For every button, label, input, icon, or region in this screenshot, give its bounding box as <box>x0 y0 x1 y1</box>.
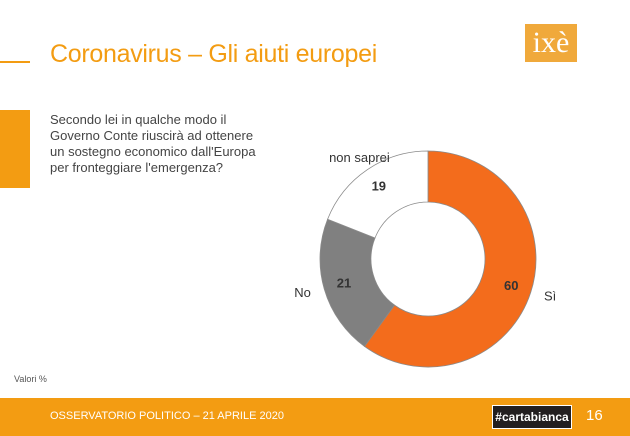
footer-bar: OSSERVATORIO POLITICO – 21 APRILE 2020 #… <box>0 398 630 436</box>
slice-si <box>363 150 537 368</box>
value-label-no: 21 <box>337 275 351 290</box>
category-label-si: Sì <box>544 289 556 304</box>
category-label-no: No <box>294 285 311 300</box>
value-label-non-saprei: 19 <box>372 179 386 194</box>
logo-text: ixè <box>532 26 570 59</box>
donut-labels: 60 Sì 21 No 19 non saprei <box>294 150 556 304</box>
slice-non-saprei <box>327 150 429 239</box>
ixe-logo: ixè <box>525 24 577 62</box>
value-label-si: 60 <box>504 278 518 293</box>
donut-slices <box>319 150 537 368</box>
question-accent-bar <box>0 110 30 188</box>
footnote: Valori % <box>14 374 47 384</box>
title-accent-line <box>0 61 30 63</box>
cartabianca-badge: #cartabianca <box>492 405 572 429</box>
footer-text: OSSERVATORIO POLITICO – 21 APRILE 2020 <box>50 410 284 422</box>
page-title: Coronavirus – Gli aiuti europei <box>50 40 377 68</box>
slice-no <box>319 218 396 347</box>
category-label-non-saprei: non saprei <box>329 150 390 165</box>
survey-question: Secondo lei in qualche modo il Governo C… <box>50 112 256 175</box>
page-number: 16 <box>586 407 603 424</box>
